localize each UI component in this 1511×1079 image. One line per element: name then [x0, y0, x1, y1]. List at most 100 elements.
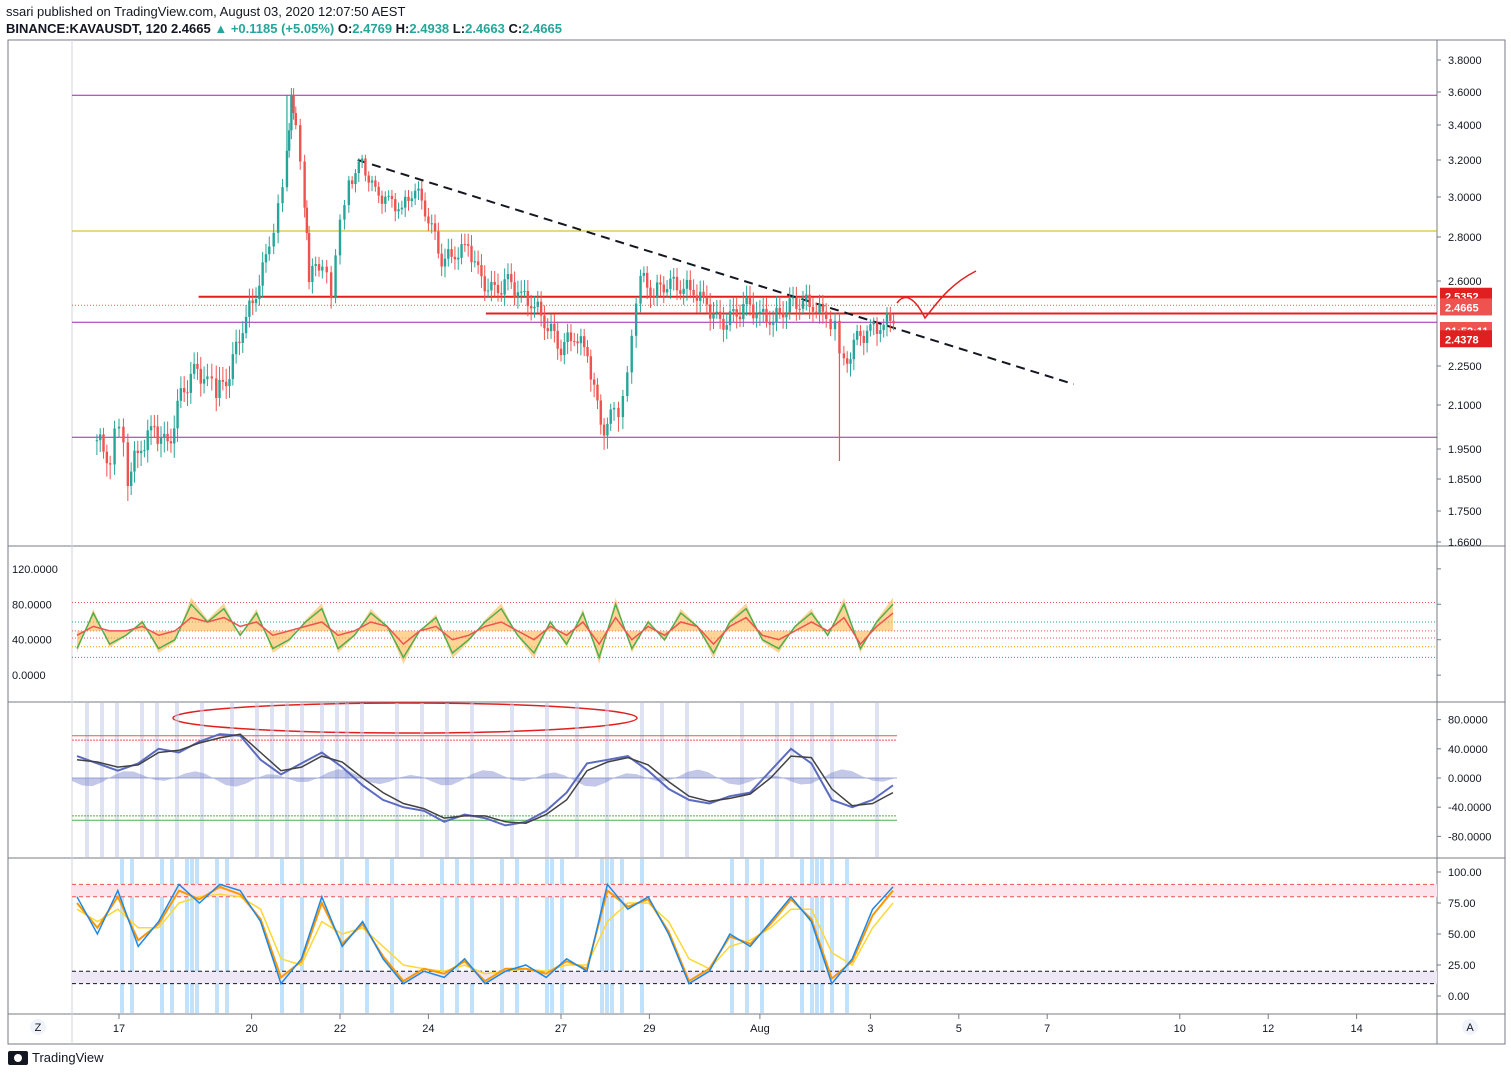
candle-body [705, 296, 709, 305]
candle-body [778, 307, 781, 313]
osc2-bg-stripe [360, 703, 364, 857]
candle-body [126, 442, 130, 486]
osc2-series-blue [76, 733, 894, 827]
osc3-bg-stripe [545, 859, 549, 1013]
osc2-bg-stripe [575, 703, 579, 857]
x-tick-label: 10 [1174, 1023, 1186, 1035]
osc3-series-blue [76, 882, 894, 986]
candle-body [276, 203, 280, 233]
candle-body [665, 289, 669, 293]
candle-body [695, 295, 699, 301]
footer-brand[interactable]: TradingView [8, 1050, 104, 1065]
candle-body [199, 368, 202, 384]
candle-body [592, 379, 596, 385]
candle-body [672, 276, 675, 279]
candle-body [314, 264, 317, 266]
candle-body [281, 187, 284, 204]
candle-body [264, 254, 268, 263]
candle-body [785, 312, 788, 318]
candle-body [338, 219, 342, 256]
candle-body [248, 300, 251, 317]
candle-body [159, 438, 163, 444]
candle-body [143, 450, 146, 452]
candle-body [609, 409, 612, 424]
price-tick-label: 2.1000 [1448, 400, 1482, 412]
x-tick-label: 22 [334, 1023, 346, 1035]
osc3-series-orange [76, 885, 894, 983]
candle-body [715, 311, 719, 314]
low-label: L: [452, 21, 466, 36]
x-tick-label: 17 [113, 1023, 125, 1035]
candle-body [718, 311, 722, 319]
candle-body [811, 306, 815, 312]
price-tick-label: 3.6000 [1448, 87, 1482, 99]
osc2-bg-stripe [395, 703, 399, 857]
corner-right-button[interactable]: A [1462, 1019, 1478, 1035]
candle-body [875, 322, 879, 334]
osc2-bg-stripe [345, 703, 349, 857]
candle-body [702, 291, 705, 297]
candle-body [553, 323, 556, 331]
candle-body [347, 180, 351, 206]
candle-body [483, 276, 486, 292]
candle-body [231, 354, 235, 380]
candle-body [745, 297, 748, 305]
candle-body [642, 272, 646, 276]
candle-body [447, 249, 450, 259]
candle-body [708, 304, 712, 319]
symbol-name: BINANCE:KAVAUSDT, 120 [6, 21, 168, 36]
candle-body [387, 195, 390, 197]
price-tick-label: 3.2000 [1448, 155, 1482, 167]
osc3-series-yellow [76, 893, 894, 975]
candle-body [865, 330, 869, 343]
candle-body [543, 315, 546, 329]
osc3-tick-label: 0.00 [1448, 991, 1469, 1003]
osc3-bg-stripe [760, 859, 764, 1013]
candle-body [586, 347, 589, 357]
candle-body [662, 284, 665, 293]
candle-body [189, 373, 193, 393]
candle-body [307, 233, 311, 283]
candle-body [526, 291, 530, 307]
osc2-bg-stripe [115, 703, 119, 857]
osc3-bg-stripe [130, 859, 134, 1013]
osc3-bg-stripe [845, 859, 849, 1013]
candle-body [798, 308, 801, 310]
osc2-bg-stripe [85, 703, 89, 857]
osc3-bg-stripe [500, 859, 504, 1013]
osc3-bg-stripe [605, 859, 609, 1013]
candle-body [443, 258, 447, 267]
price-tick-label: 2.2500 [1448, 361, 1482, 373]
candle-body [675, 276, 679, 291]
corner-left-button[interactable]: Z [30, 1019, 46, 1035]
chart-frame [7, 39, 1506, 1045]
candle-body [536, 301, 539, 307]
candle-body [303, 161, 306, 208]
candle-body [122, 426, 125, 443]
candle-body [599, 400, 602, 425]
price-tag [1440, 330, 1492, 348]
open-label: O: [337, 21, 353, 36]
osc2-bg-stripe [810, 703, 814, 857]
candle-body [133, 450, 136, 472]
candle-body [113, 428, 116, 465]
osc3-tick-label: 75.00 [1448, 898, 1476, 910]
osc3-tick-label: 25.00 [1448, 960, 1476, 972]
osc3-bg-stripe [185, 859, 189, 1013]
osc3-bg-stripe [800, 859, 804, 1013]
last-price: 2.4665 [170, 21, 211, 36]
osc3-overbought-band [72, 884, 1437, 897]
candle-body [699, 291, 702, 301]
osc2-bg-stripe [420, 703, 424, 857]
osc3-bg-stripe [280, 859, 284, 1013]
candle-body [808, 294, 811, 307]
osc2-bg-stripe [605, 703, 609, 857]
osc3-tick-label: 100.00 [1448, 867, 1482, 879]
candle-body [493, 281, 496, 285]
osc2-bg-stripe [875, 703, 879, 857]
candle-body [573, 341, 576, 343]
candle-body [516, 292, 520, 297]
candle-body [241, 333, 244, 343]
candle-body [655, 282, 659, 298]
